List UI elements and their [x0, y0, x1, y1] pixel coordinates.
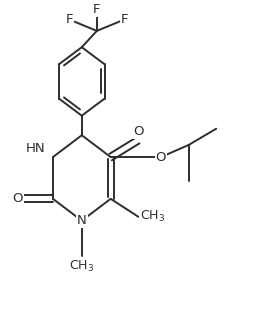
Text: O: O [156, 151, 166, 164]
Text: F: F [93, 3, 101, 16]
Text: HN: HN [26, 142, 45, 155]
Text: F: F [121, 13, 128, 26]
Text: N: N [77, 214, 87, 227]
Text: O: O [133, 124, 144, 138]
Text: F: F [66, 13, 73, 26]
Text: O: O [12, 192, 22, 205]
Text: CH$_3$: CH$_3$ [139, 209, 165, 224]
Text: CH$_3$: CH$_3$ [69, 259, 94, 274]
